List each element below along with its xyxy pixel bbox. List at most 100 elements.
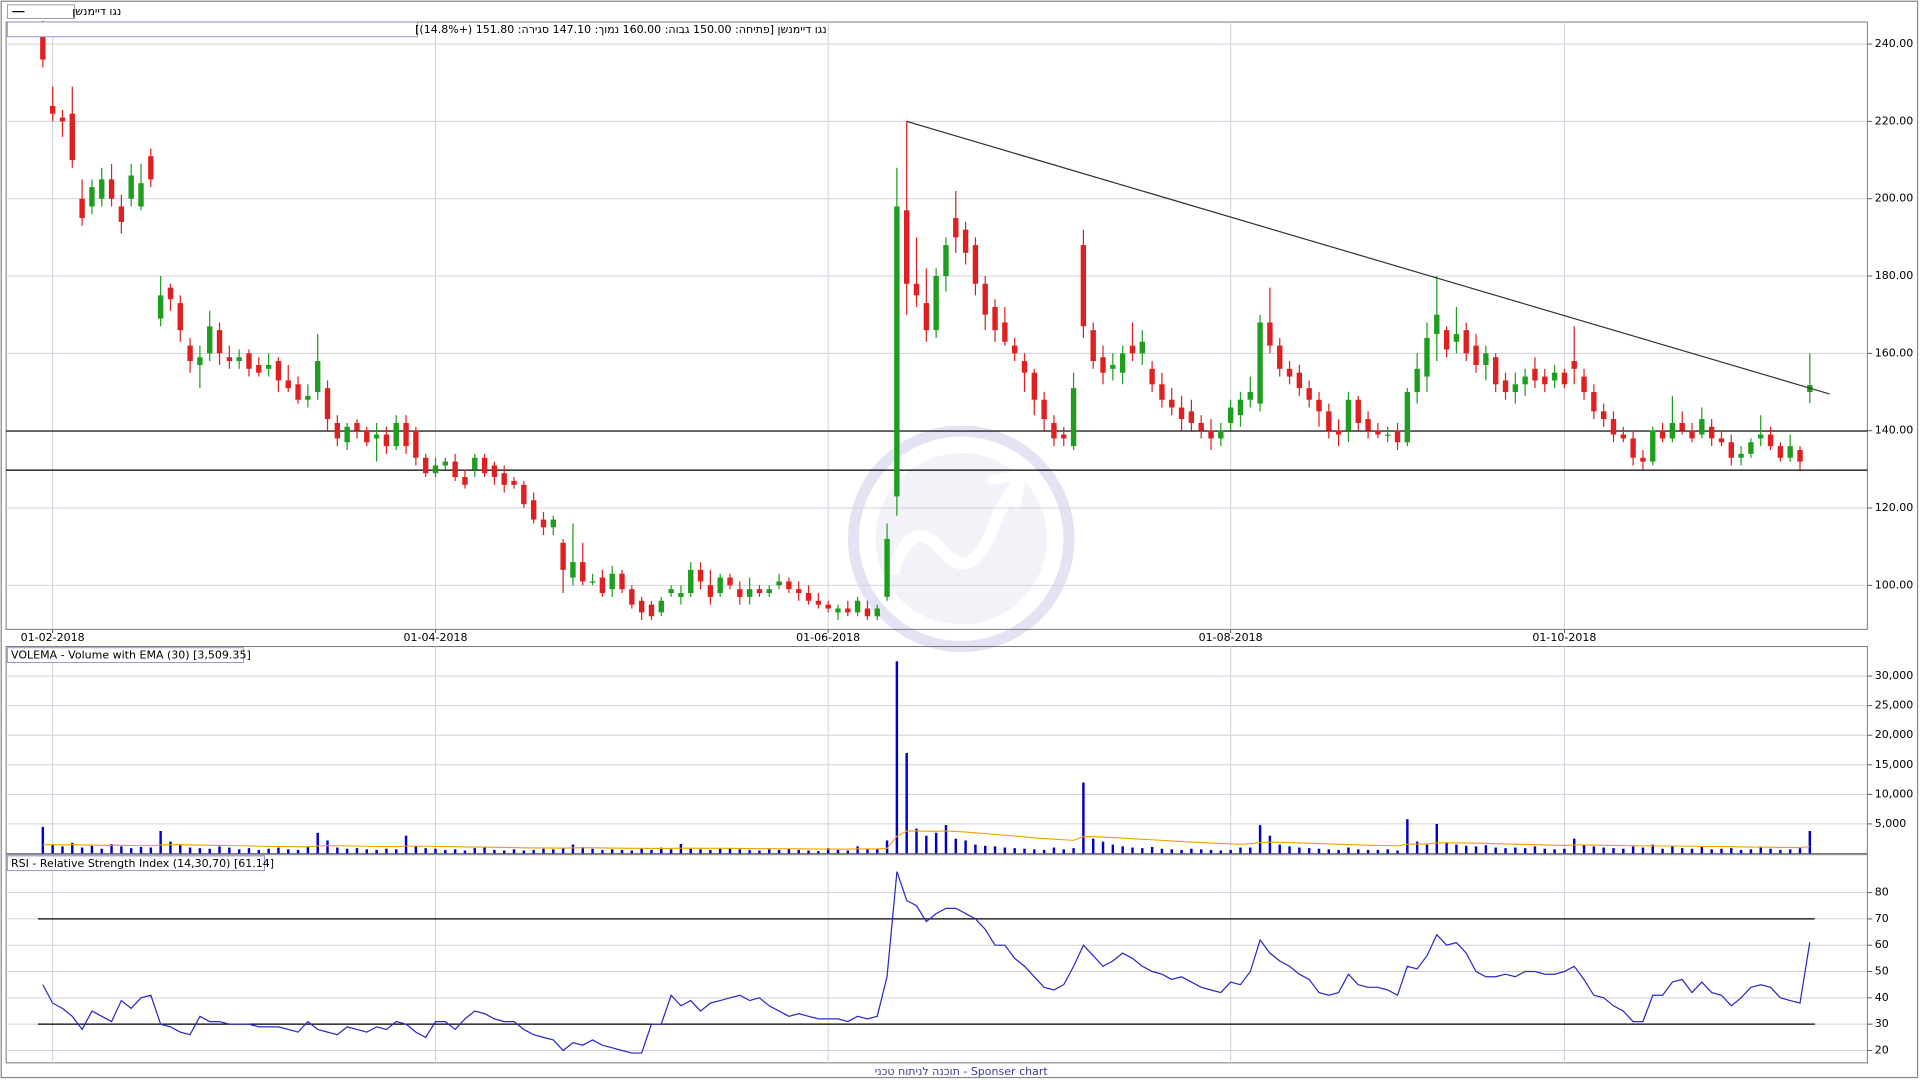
candle-body bbox=[246, 353, 252, 369]
plot-layer: 100.00 120.00 140.00 160.00 180.00 200.00 220.… bbox=[5, 20, 1914, 1064]
volume-bar bbox=[1072, 848, 1075, 854]
volume-bar bbox=[1415, 841, 1419, 854]
y-tick-label: 10,000 bbox=[1875, 787, 1914, 800]
candle-body bbox=[1061, 434, 1067, 439]
candle-body bbox=[1699, 419, 1705, 435]
volume-bar bbox=[139, 846, 143, 854]
volume-bar bbox=[51, 844, 54, 854]
candle-body bbox=[1591, 392, 1597, 412]
volume-bar bbox=[807, 850, 810, 854]
candle-body bbox=[462, 477, 468, 485]
candle-body bbox=[373, 434, 380, 439]
candle-body bbox=[1139, 341, 1145, 354]
volume-bar bbox=[1317, 848, 1321, 854]
y-tick-label: 20 bbox=[1875, 1043, 1889, 1056]
volume-bar bbox=[826, 848, 830, 854]
volume-bar bbox=[434, 848, 437, 854]
candle-body bbox=[285, 380, 291, 389]
volume-bar bbox=[885, 840, 889, 854]
candle-body bbox=[207, 326, 213, 354]
candle-body bbox=[962, 229, 969, 253]
candle-body bbox=[1178, 407, 1185, 420]
x-tick-label: 01-02-2018 bbox=[21, 631, 85, 644]
volume-bar bbox=[1720, 848, 1723, 854]
volume-bar bbox=[493, 849, 496, 854]
candle-body bbox=[1100, 357, 1106, 373]
y-tick-label: 30 bbox=[1875, 1017, 1889, 1030]
candle-body bbox=[69, 113, 75, 161]
candle-body bbox=[1227, 407, 1234, 423]
volume-bar bbox=[1572, 838, 1576, 854]
candle-body bbox=[737, 589, 743, 597]
candle-body bbox=[629, 589, 635, 605]
volume-bar bbox=[385, 848, 388, 854]
volume-bar bbox=[228, 847, 231, 854]
volume-bar bbox=[159, 831, 162, 854]
candle-body bbox=[275, 361, 282, 381]
volume-bar bbox=[1779, 849, 1782, 854]
candle-body bbox=[295, 384, 301, 400]
candle-body bbox=[1542, 376, 1548, 385]
candle-body bbox=[167, 287, 174, 300]
volume-bar bbox=[1690, 848, 1694, 854]
volume-bar bbox=[1023, 848, 1026, 854]
y-tick-label: 80 bbox=[1875, 886, 1889, 899]
candle-body bbox=[550, 519, 556, 528]
candle-body bbox=[1198, 422, 1204, 431]
y-tick-label: 60 bbox=[1875, 938, 1889, 951]
candle-body bbox=[265, 364, 272, 369]
volume-bar bbox=[1229, 849, 1232, 854]
volume-bar bbox=[993, 846, 997, 854]
volume-bar bbox=[512, 849, 516, 854]
volume-bar bbox=[1612, 848, 1615, 854]
info-box bbox=[6, 21, 418, 38]
volume-bar bbox=[1150, 846, 1154, 854]
volume-bar bbox=[1013, 848, 1016, 854]
volume-bar bbox=[1209, 849, 1213, 854]
candle-body bbox=[854, 600, 861, 613]
volume-bar bbox=[610, 849, 614, 854]
y-tick-label: 160.00 bbox=[1875, 346, 1914, 359]
candle-body bbox=[1473, 345, 1479, 365]
candle-body bbox=[668, 589, 674, 594]
candle-body bbox=[344, 426, 350, 443]
candle-body bbox=[40, 36, 46, 60]
volume-bar bbox=[660, 847, 663, 854]
candle-body bbox=[864, 608, 871, 617]
volume-bar bbox=[1170, 849, 1173, 854]
candle-body bbox=[1669, 422, 1676, 439]
candle-body bbox=[1679, 422, 1685, 431]
volume-bar bbox=[915, 828, 918, 854]
volume-bar bbox=[120, 846, 123, 854]
candle-body bbox=[1041, 399, 1047, 420]
volume-bar bbox=[1376, 849, 1380, 854]
volume-bar bbox=[532, 849, 535, 854]
candle-body bbox=[1021, 361, 1028, 373]
candle-body bbox=[1758, 434, 1764, 439]
candle-body bbox=[413, 430, 419, 458]
volume-bar bbox=[1553, 849, 1556, 854]
y-tick-label: 20,000 bbox=[1875, 728, 1914, 741]
volume-title: VOLEMA - Volume with EMA (30) [3,509.35] bbox=[11, 649, 251, 662]
volume-bar bbox=[1533, 846, 1537, 854]
volume-title-box bbox=[6, 647, 245, 663]
volume-bar bbox=[1396, 850, 1399, 854]
volume-bar bbox=[316, 832, 319, 854]
candle-body bbox=[1561, 372, 1568, 385]
volume-bar bbox=[1347, 847, 1350, 854]
volume-bar bbox=[758, 850, 761, 854]
volume-bar bbox=[1788, 849, 1792, 854]
volume-bar bbox=[71, 842, 74, 854]
candle-body bbox=[521, 484, 527, 505]
volume-bar bbox=[1680, 848, 1684, 854]
volume-bar bbox=[571, 844, 575, 854]
candle-body bbox=[108, 179, 115, 199]
candle-body bbox=[1512, 384, 1519, 393]
candle-body bbox=[648, 604, 655, 617]
volume-bar bbox=[777, 849, 781, 854]
volume-bar bbox=[277, 847, 280, 854]
volume-bar bbox=[974, 844, 977, 854]
candle-body bbox=[148, 156, 154, 180]
candle-body bbox=[324, 388, 331, 420]
volume-bar bbox=[1710, 849, 1713, 854]
